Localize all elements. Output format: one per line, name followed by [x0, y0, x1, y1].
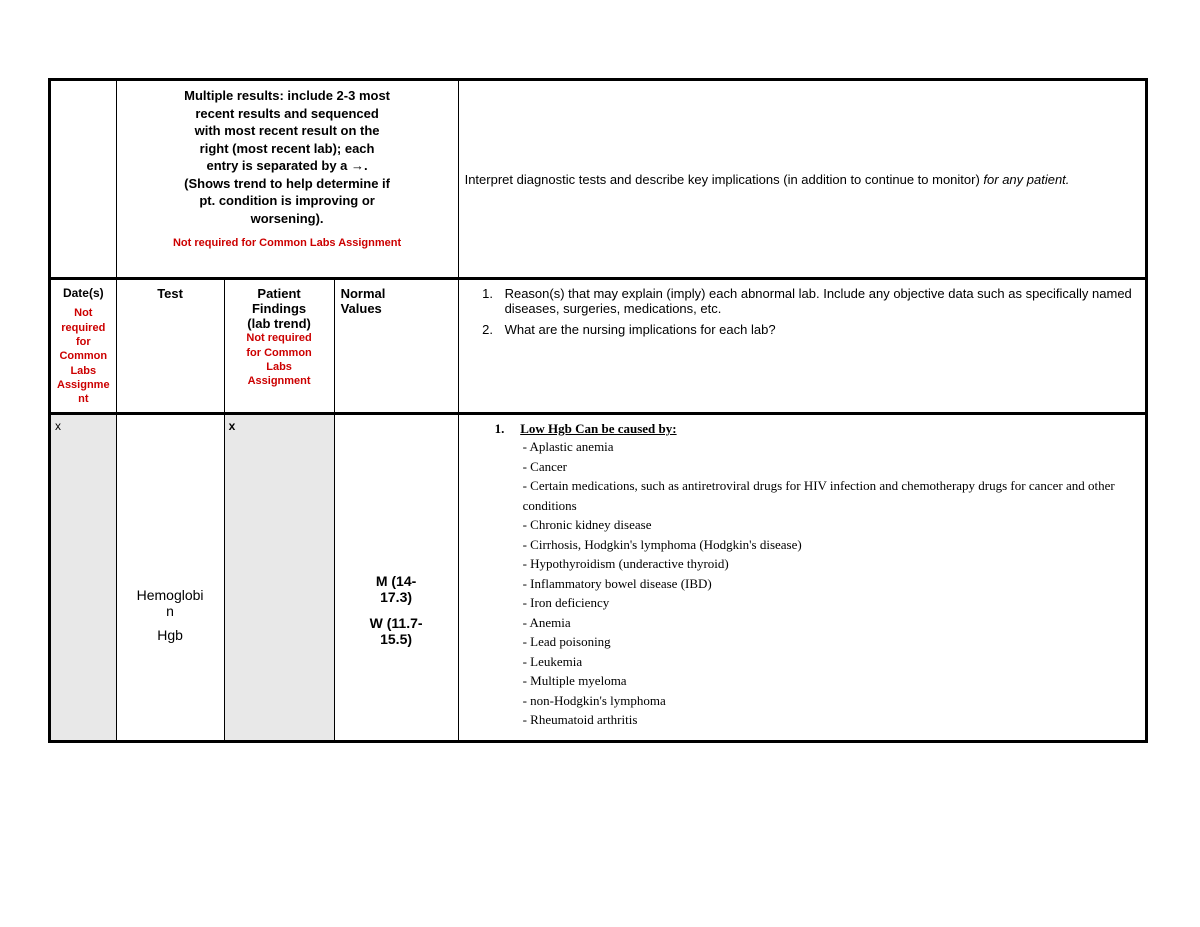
col-header-findings: Patient Findings (lab trend) Not require…: [224, 279, 334, 414]
cause-item: Inflammatory bowel disease (IBD): [523, 574, 1139, 594]
col-header-normal: Normal Values: [334, 279, 458, 414]
multiple-results-cell: Multiple results: include 2-3 most recen…: [116, 80, 458, 279]
cell-findings: x: [224, 414, 334, 742]
interp-number: 1.: [495, 421, 517, 437]
dates-not-required: NotrequiredforCommonLabsAssignment: [57, 306, 110, 406]
interpret-text: Interpret diagnostic tests and describe …: [465, 172, 984, 187]
question-list: Reason(s) that may explain (imply) each …: [465, 286, 1139, 337]
cell-normal: M (14-17.3) W (11.7-15.5): [334, 414, 458, 742]
interpret-header-cell: Interpret diagnostic tests and describe …: [458, 80, 1146, 279]
findings-label-3: (lab trend): [231, 316, 328, 331]
causes-heading: Low Hgb Can be caused by:: [520, 421, 676, 436]
test-name-line2: Hgb: [123, 627, 218, 643]
cause-item: Anemia: [523, 613, 1139, 633]
cause-item: Hypothyroidism (underactive thyroid): [523, 554, 1139, 574]
cell-interpretation: 1. Low Hgb Can be caused by: Aplastic an…: [458, 414, 1146, 742]
findings-label-1: Patient: [231, 286, 328, 301]
header-empty-cell: [50, 80, 117, 279]
question-2: What are the nursing implications for ea…: [497, 322, 1139, 337]
lab-table: Multiple results: include 2-3 most recen…: [48, 78, 1148, 743]
normal-m: M (14-17.3): [341, 573, 452, 605]
cause-item: Cirrhosis, Hodgkin's lymphoma (Hodgkin's…: [523, 535, 1139, 555]
header-row-1: Multiple results: include 2-3 most recen…: [50, 80, 1147, 279]
dates-value: x: [55, 419, 61, 433]
cell-test: Hemoglobin Hgb: [116, 414, 224, 742]
findings-value: x: [229, 419, 236, 433]
test-label: Test: [123, 286, 218, 301]
cause-item: Leukemia: [523, 652, 1139, 672]
multiple-results-text: Multiple results: include 2-3 most recen…: [123, 87, 452, 227]
document-page: Multiple results: include 2-3 most recen…: [0, 0, 1200, 927]
cause-item: non-Hodgkin's lymphoma: [523, 691, 1139, 711]
column-header-row: Date(s) NotrequiredforCommonLabsAssignme…: [50, 279, 1147, 414]
cause-item: Certain medications, such as antiretrovi…: [523, 476, 1139, 515]
findings-label-2: Findings: [231, 301, 328, 316]
cause-item: Rheumatoid arthritis: [523, 710, 1139, 730]
normal-w: W (11.7-15.5): [341, 615, 452, 647]
cell-dates: x: [50, 414, 117, 742]
cause-item: Multiple myeloma: [523, 671, 1139, 691]
col-header-questions: Reason(s) that may explain (imply) each …: [458, 279, 1146, 414]
findings-not-required: Not requiredfor CommonLabsAssignment: [231, 331, 328, 388]
interpretation-block: 1. Low Hgb Can be caused by: Aplastic an…: [465, 421, 1139, 730]
data-row-hgb: x Hemoglobin Hgb x M (14-17.3) W (11.7-1…: [50, 414, 1147, 742]
cause-item: Lead poisoning: [523, 632, 1139, 652]
dates-label: Date(s): [57, 286, 110, 300]
interpret-text-italic: for any patient.: [983, 172, 1069, 187]
cause-item: Cancer: [523, 457, 1139, 477]
causes-list: Aplastic anemia Cancer Certain medicatio…: [495, 437, 1139, 730]
not-required-note-1: Not required for Common Labs Assignment: [123, 237, 452, 249]
cause-item: Iron deficiency: [523, 593, 1139, 613]
test-name-line1: Hemoglobin: [123, 587, 218, 619]
question-1: Reason(s) that may explain (imply) each …: [497, 286, 1139, 316]
col-header-test: Test: [116, 279, 224, 414]
col-header-dates: Date(s) NotrequiredforCommonLabsAssignme…: [50, 279, 117, 414]
cause-item: Chronic kidney disease: [523, 515, 1139, 535]
normal-label-1: Normal: [341, 286, 452, 301]
normal-label-2: Values: [341, 301, 452, 316]
cause-item: Aplastic anemia: [523, 437, 1139, 457]
